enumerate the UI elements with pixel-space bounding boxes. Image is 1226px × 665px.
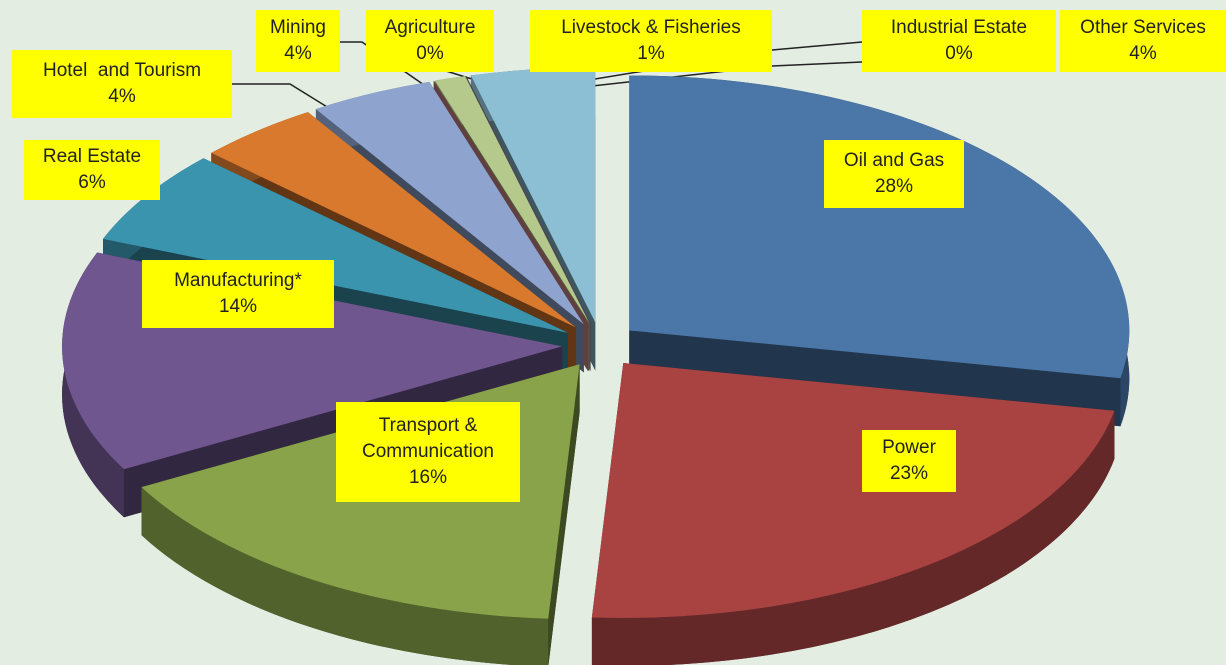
leader-line [340, 41, 441, 97]
data-label: Mining 4% [256, 10, 340, 72]
category-label: Livestock & Fisheries [561, 17, 741, 38]
slice-top [470, 67, 596, 323]
category-label: Manufacturing* [174, 270, 302, 291]
category-label: Power [882, 437, 936, 458]
category-label: Other Services [1080, 17, 1206, 38]
value-label: 4% [284, 43, 312, 64]
slice-side [548, 364, 580, 665]
category-label: Mining [270, 17, 326, 38]
value-label: 4% [108, 86, 136, 107]
leader-line [527, 41, 863, 91]
category-label: Hotel and Tourism [42, 60, 202, 81]
slice-top [315, 81, 584, 325]
slice [591, 363, 1115, 665]
data-label: Manufacturing* 14% [142, 260, 334, 328]
value-label: 28% [874, 176, 914, 197]
data-label: Agriculture 0% [366, 10, 494, 72]
data-label: Livestock & Fisheries 1% [530, 10, 772, 72]
slice-top [466, 75, 591, 323]
data-label: Industrial Estate 0% [862, 10, 1056, 72]
slice-wall [141, 487, 549, 665]
category-label: Oil and Gas [843, 150, 945, 171]
slice-top [434, 76, 590, 324]
slice-top [629, 75, 1130, 379]
data-label: Oil and Gas 28% [824, 140, 964, 208]
category-label: Real Estate [42, 146, 142, 167]
pie [62, 67, 1130, 665]
value-label: 14% [218, 296, 258, 317]
data-label: Power 23% [862, 430, 956, 492]
value-label: 6% [78, 172, 106, 193]
category-label: Agriculture [384, 17, 476, 38]
data-label: Hotel and Tourism 4% [12, 50, 232, 118]
slice-top [591, 363, 1115, 619]
leader-line [537, 61, 863, 93]
value-label: 0% [416, 43, 444, 64]
value-label: 1% [637, 43, 665, 64]
slice-top [211, 112, 576, 328]
category-label: Transport & Communication [362, 415, 494, 462]
slice-top [103, 158, 568, 333]
value-label: 23% [889, 463, 929, 484]
value-label: 4% [1129, 43, 1157, 64]
category-label: Industrial Estate [890, 17, 1028, 38]
slice-wall [591, 410, 1115, 665]
value-label: 16% [408, 467, 448, 488]
data-label: Other Services 4% [1060, 10, 1226, 72]
slice-top [433, 80, 589, 324]
value-label: 0% [945, 43, 973, 64]
data-label: Real Estate 6% [24, 140, 160, 200]
data-label: Transport & Communication 16% [336, 402, 520, 502]
